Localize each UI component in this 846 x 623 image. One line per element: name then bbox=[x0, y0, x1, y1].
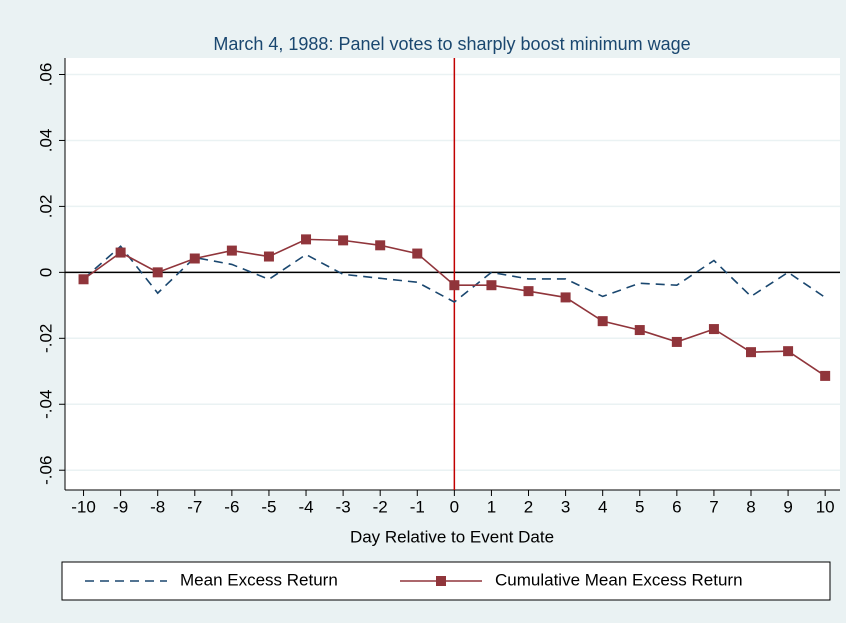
marker bbox=[820, 370, 831, 381]
legend-label: Mean Excess Return bbox=[180, 570, 338, 589]
y-tick-label: -.02 bbox=[36, 324, 55, 353]
series-line bbox=[83, 245, 826, 303]
marker bbox=[152, 267, 163, 278]
y-tick-label: .04 bbox=[36, 129, 55, 153]
marker bbox=[783, 346, 794, 357]
plot-area bbox=[65, 58, 840, 490]
x-tick-label: 2 bbox=[524, 497, 533, 516]
x-tick-label: 6 bbox=[672, 497, 681, 516]
marker bbox=[597, 316, 608, 327]
marker bbox=[263, 251, 274, 262]
x-tick-label: 10 bbox=[816, 497, 835, 516]
marker bbox=[746, 347, 757, 358]
legend-marker bbox=[436, 576, 446, 586]
marker bbox=[486, 280, 497, 291]
marker bbox=[412, 248, 423, 259]
marker bbox=[523, 286, 534, 297]
x-tick-label: -7 bbox=[187, 497, 202, 516]
marker bbox=[634, 325, 645, 336]
x-tick-label: -10 bbox=[71, 497, 96, 516]
x-tick-label: -9 bbox=[113, 497, 128, 516]
marker bbox=[708, 324, 719, 335]
x-tick-label: -3 bbox=[336, 497, 351, 516]
x-tick-label: 0 bbox=[450, 497, 459, 516]
x-tick-label: -2 bbox=[373, 497, 388, 516]
y-tick-label: -.06 bbox=[36, 456, 55, 485]
x-tick-label: 1 bbox=[487, 497, 496, 516]
x-axis-title: Day Relative to Event Date bbox=[350, 527, 554, 546]
y-tick-label: -.04 bbox=[36, 390, 55, 419]
marker bbox=[560, 292, 571, 303]
marker bbox=[78, 274, 89, 285]
marker bbox=[338, 235, 349, 246]
x-tick-label: -4 bbox=[298, 497, 313, 516]
x-tick-label: -1 bbox=[410, 497, 425, 516]
marker bbox=[301, 234, 312, 245]
marker bbox=[189, 253, 200, 264]
x-tick-label: 7 bbox=[709, 497, 718, 516]
x-tick-label: -5 bbox=[261, 497, 276, 516]
marker bbox=[449, 280, 460, 291]
x-tick-label: 9 bbox=[783, 497, 792, 516]
marker bbox=[115, 247, 126, 258]
marker bbox=[375, 240, 386, 251]
y-tick-label: .06 bbox=[36, 63, 55, 87]
x-tick-label: 4 bbox=[598, 497, 607, 516]
x-tick-label: 5 bbox=[635, 497, 644, 516]
legend-label: Cumulative Mean Excess Return bbox=[495, 570, 743, 589]
chart-title: March 4, 1988: Panel votes to sharply bo… bbox=[213, 34, 690, 54]
x-tick-label: -6 bbox=[224, 497, 239, 516]
marker bbox=[671, 336, 682, 347]
marker bbox=[226, 245, 237, 256]
x-tick-label: 3 bbox=[561, 497, 570, 516]
y-tick-label: .02 bbox=[36, 195, 55, 219]
x-tick-label: 8 bbox=[746, 497, 755, 516]
y-tick-label: 0 bbox=[36, 268, 55, 277]
x-tick-label: -8 bbox=[150, 497, 165, 516]
